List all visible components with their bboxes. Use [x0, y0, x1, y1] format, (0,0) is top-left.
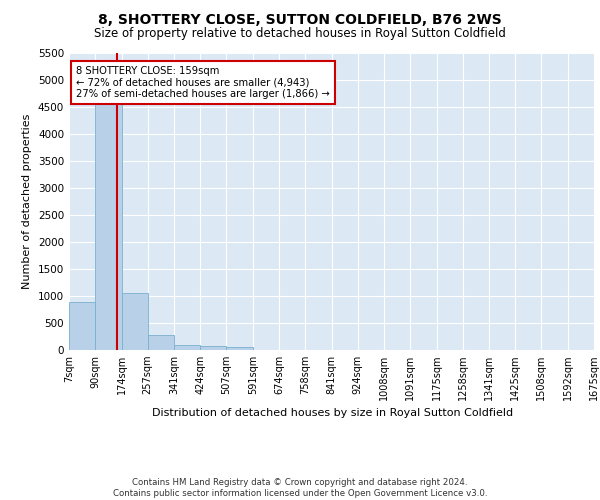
Text: 8, SHOTTERY CLOSE, SUTTON COLDFIELD, B76 2WS: 8, SHOTTERY CLOSE, SUTTON COLDFIELD, B76… — [98, 12, 502, 26]
Bar — [95, 104, 122, 350]
Text: Size of property relative to detached houses in Royal Sutton Coldfield: Size of property relative to detached ho… — [94, 28, 506, 40]
Text: 8 SHOTTERY CLOSE: 159sqm
← 72% of detached houses are smaller (4,943)
27% of sem: 8 SHOTTERY CLOSE: 159sqm ← 72% of detach… — [76, 66, 330, 99]
Y-axis label: Number of detached properties: Number of detached properties — [22, 114, 32, 289]
Text: Contains HM Land Registry data © Crown copyright and database right 2024.
Contai: Contains HM Land Registry data © Crown c… — [113, 478, 487, 498]
Bar — [200, 346, 226, 350]
Bar — [226, 347, 253, 350]
Bar — [174, 345, 200, 350]
Bar — [69, 302, 95, 350]
Text: Distribution of detached houses by size in Royal Sutton Coldfield: Distribution of detached houses by size … — [152, 408, 514, 418]
Bar — [148, 335, 174, 350]
Bar — [122, 292, 148, 350]
